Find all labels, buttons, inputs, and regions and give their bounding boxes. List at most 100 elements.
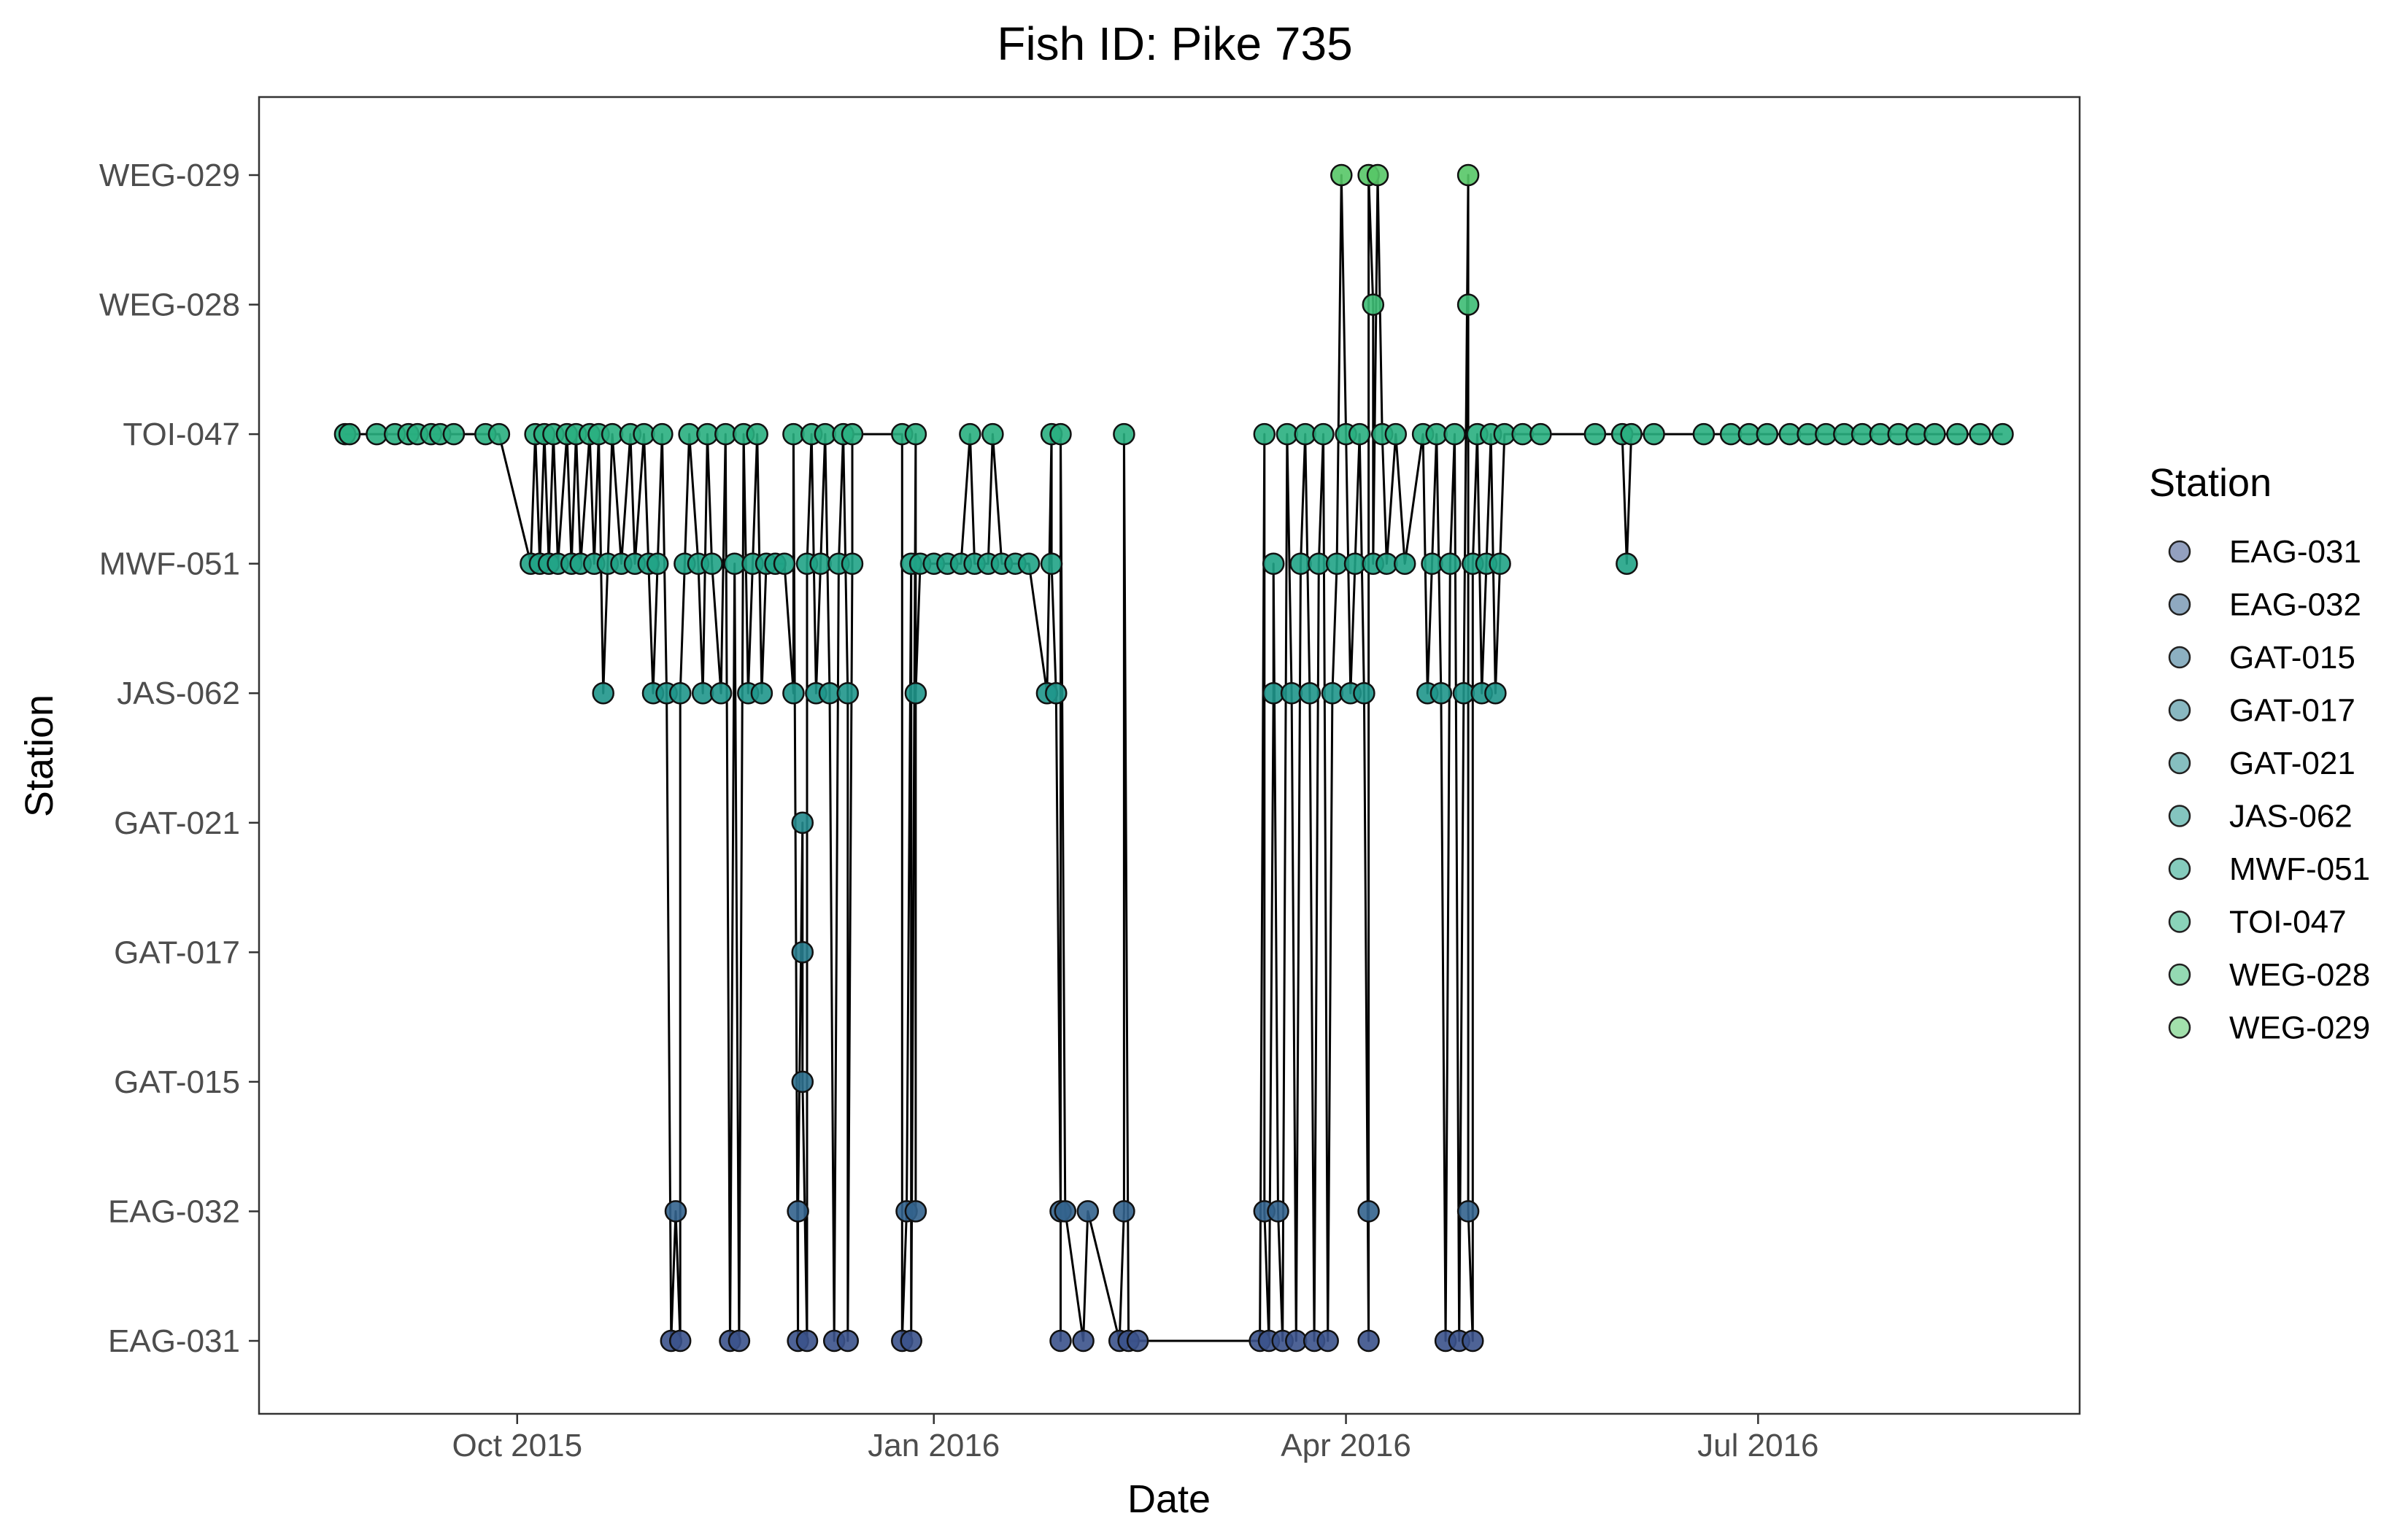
y-tick-label: JAS-062	[117, 676, 240, 711]
legend-title: Station	[2149, 461, 2272, 505]
legend-key	[2168, 646, 2191, 669]
y-tick-label: WEG-029	[99, 158, 240, 193]
detection-point	[1529, 422, 1552, 446]
detection-point	[1298, 681, 1321, 705]
legend-label: MWF-051	[2229, 851, 2370, 887]
legend-label: EAG-032	[2229, 587, 2361, 623]
legend-key	[2168, 593, 2191, 616]
detection-point	[1366, 163, 1389, 187]
detection-point	[1991, 422, 2014, 446]
detection-point	[904, 681, 927, 705]
legend-label: GAT-015	[2229, 640, 2355, 676]
detection-point	[904, 1200, 927, 1223]
detection-point	[1040, 552, 1063, 575]
legend-label: GAT-017	[2229, 693, 2355, 729]
detection-point	[1076, 1200, 1100, 1223]
x-tick-label: Jan 2016	[868, 1428, 1000, 1463]
detection-point	[1946, 422, 1969, 446]
detection-point	[787, 1200, 809, 1223]
detection-point	[487, 422, 511, 446]
detection-point	[1969, 422, 1991, 446]
y-tick-label: WEG-028	[99, 287, 240, 323]
detection-point	[750, 681, 773, 705]
chart-title: Fish ID: Pike 735	[997, 18, 1352, 70]
detection-point	[651, 422, 674, 446]
legend-key	[2168, 1016, 2191, 1039]
legend-key	[2168, 699, 2191, 721]
detection-point	[1456, 163, 1480, 187]
detection-point	[1113, 1200, 1135, 1223]
y-tick-label: MWF-051	[99, 546, 240, 582]
y-axis-title: Station	[18, 695, 61, 817]
y-tick-label: EAG-032	[108, 1194, 240, 1229]
detection-point	[1253, 422, 1276, 446]
detection-point	[1429, 681, 1453, 705]
y-tick-label: GAT-017	[114, 935, 240, 970]
detection-point	[1312, 422, 1335, 446]
detection-point	[709, 681, 733, 705]
legend-label: EAG-031	[2229, 534, 2361, 570]
y-axis: EAG-031 EAG-032 GAT-015 GAT-017 GAT-021 JAS-0…	[99, 158, 259, 1359]
detection-points	[333, 163, 2014, 1353]
detection-point	[959, 422, 981, 446]
y-tick-label: GAT-015	[114, 1064, 240, 1100]
detection-point	[1330, 163, 1353, 187]
detection-point	[746, 422, 768, 446]
detection-point	[1348, 422, 1371, 446]
detection-point	[668, 1329, 692, 1353]
detection-point	[1316, 1329, 1339, 1353]
detection-point	[1357, 1329, 1380, 1353]
detection-point	[1049, 1329, 1072, 1353]
detection-point	[1357, 1200, 1380, 1223]
detection-point	[1049, 422, 1072, 446]
detection-point	[1643, 422, 1665, 446]
detection-point	[1072, 1329, 1095, 1353]
legend: Station EAG-031 EAG-032 GAT-015 GAT-017 GAT-…	[2149, 461, 2370, 1046]
detection-point	[664, 1200, 687, 1223]
detection-point	[1462, 1329, 1484, 1353]
detection-point	[1362, 293, 1385, 316]
x-axis-title: Date	[1127, 1477, 1211, 1521]
legend-label: JAS-062	[2229, 799, 2353, 835]
detection-point	[836, 681, 860, 705]
detection-point	[1620, 422, 1643, 446]
x-axis: Oct 2015 Jan 2016 Apr 2016 Jul 2016	[452, 1414, 1819, 1463]
detection-point	[1439, 552, 1462, 575]
legend-label: GAT-021	[2229, 746, 2355, 781]
detection-point	[791, 1070, 814, 1094]
detection-point	[1456, 293, 1480, 316]
detection-point	[1384, 422, 1408, 446]
detection-point	[1267, 1200, 1289, 1223]
plot-panel	[258, 96, 2081, 1415]
legend-label: WEG-028	[2229, 957, 2370, 993]
detection-point	[592, 681, 614, 705]
detection-point	[1393, 552, 1416, 575]
detection-point	[442, 422, 466, 446]
detection-point	[1126, 1329, 1149, 1353]
detection-point	[904, 422, 927, 446]
detection-point	[795, 1329, 819, 1353]
legend-key	[2168, 805, 2191, 827]
x-tick-label: Apr 2016	[1281, 1428, 1411, 1463]
detection-point	[646, 552, 669, 575]
detection-point	[1923, 422, 1946, 446]
detection-point	[1113, 422, 1135, 446]
detection-point	[668, 681, 692, 705]
detection-point	[1262, 552, 1285, 575]
detection-point	[701, 552, 723, 575]
detection-point	[773, 552, 796, 575]
detection-point	[782, 681, 805, 705]
detection-point	[1443, 422, 1466, 446]
x-tick-label: Jul 2016	[1697, 1428, 1818, 1463]
detection-point	[900, 1329, 922, 1353]
legend-key	[2168, 857, 2191, 881]
detection-point	[1054, 1200, 1077, 1223]
detection-point	[1692, 422, 1716, 446]
x-tick-label: Oct 2015	[452, 1428, 582, 1463]
legend-key	[2168, 540, 2191, 563]
detection-point	[841, 422, 864, 446]
detection-point	[1583, 422, 1607, 446]
detection-point	[791, 811, 814, 835]
legend-label: TOI-047	[2229, 905, 2347, 940]
